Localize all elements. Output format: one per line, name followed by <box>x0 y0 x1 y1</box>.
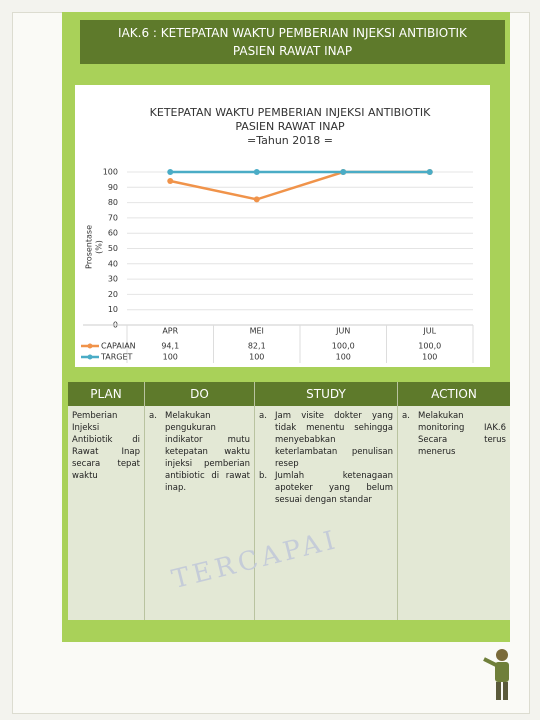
value-label: 100 <box>163 353 178 362</box>
plan-text: Pemberian Injeksi Antibiotik di Rawat In… <box>68 406 144 620</box>
y-axis-label: Prosentase <box>85 225 94 269</box>
value-label: 100,0 <box>418 342 441 351</box>
action-column: ACTION a. Melakukan monitoring IAK.6 Seca… <box>398 382 510 620</box>
study-list: a. Jam visite dokter yang tidak menentu s… <box>255 406 397 620</box>
point <box>167 178 174 185</box>
point <box>426 169 433 175</box>
y-tick-label: 20 <box>108 290 118 299</box>
value-label: 82,1 <box>248 342 266 351</box>
value-label: 100 <box>336 353 351 362</box>
chart-box: KETEPATAN WAKTU PEMBERIAN INJEKSI ANTIBI… <box>75 85 490 367</box>
pdsa-table: PLAN Pemberian Injeksi Antibiotik di Raw… <box>68 382 510 620</box>
y-tick-label: 70 <box>108 213 118 222</box>
chart: KETEPATAN WAKTU PEMBERIAN INJEKSI ANTIBI… <box>81 106 474 363</box>
list-marker: b. <box>259 471 268 481</box>
chart-title: PASIEN RAWAT INAP <box>235 120 345 133</box>
list-item: b. Jumlah ketenagaan apoteker yang belum … <box>259 470 393 506</box>
y-tick-label: 100 <box>103 168 118 177</box>
x-tick-label: APR <box>162 327 178 336</box>
list-text: Melakukan monitoring IAK.6 Secara terus … <box>418 411 506 457</box>
list-text: Jam visite dokter yang tidak menentu seh… <box>275 411 393 469</box>
legend-marker <box>87 343 93 349</box>
plan-column: PLAN Pemberian Injeksi Antibiotik di Raw… <box>68 382 145 620</box>
figure-icon <box>483 649 509 700</box>
study-column: STUDY a. Jam visite dokter yang tidak men… <box>255 382 398 620</box>
do-list: a. Melakukan pengukuran indikator mutu ke… <box>145 406 254 620</box>
plan-text: Pemberian Injeksi Antibiotik di Rawat In… <box>72 411 140 481</box>
list-text: Jumlah ketenagaan apoteker yang belum se… <box>275 471 393 505</box>
value-label: 100,0 <box>332 342 355 351</box>
x-tick-label: MEI <box>250 327 264 336</box>
value-label: 100 <box>249 353 264 362</box>
y-tick-label: 40 <box>108 259 118 268</box>
chart-title: =Tahun 2018 = <box>247 134 333 147</box>
column-header: PLAN <box>68 382 144 406</box>
legend-marker <box>87 354 93 360</box>
legend-label: CAPAIAN <box>101 342 136 351</box>
column-header: STUDY <box>255 382 397 406</box>
point <box>340 169 347 175</box>
list-text: Melakukan pengukuran indikator mutu kete… <box>165 411 250 493</box>
header: IAK.6 : KETEPATAN WAKTU PEMBERIAN INJEKS… <box>80 20 505 64</box>
header-title: IAK.6 : KETEPATAN WAKTU PEMBERIAN INJEKS… <box>118 26 467 40</box>
header-title: PASIEN RAWAT INAP <box>232 44 353 58</box>
list-item: a. Melakukan monitoring IAK.6 Secara teru… <box>402 410 506 458</box>
list-item: a. Melakukan pengukuran indikator mutu ke… <box>149 410 250 494</box>
list-marker: a. <box>259 411 267 421</box>
x-tick-label: JUL <box>422 327 436 336</box>
point <box>253 169 260 175</box>
y-tick-label: 90 <box>108 183 118 192</box>
legend-label: TARGET <box>100 353 133 362</box>
value-label: 94,1 <box>161 342 179 351</box>
y-tick-label: 50 <box>108 244 118 253</box>
value-label: 100 <box>422 353 437 362</box>
action-list: a. Melakukan monitoring IAK.6 Secara teru… <box>398 406 510 620</box>
y-tick-label: 60 <box>108 229 118 238</box>
y-tick-label: 10 <box>108 305 118 314</box>
point <box>167 169 174 175</box>
do-column: DO a. Melakukan pengukuran indikator mutu… <box>145 382 255 620</box>
list-marker: a. <box>402 411 410 421</box>
point <box>253 196 260 203</box>
column-header: ACTION <box>398 382 510 406</box>
series-line <box>169 170 430 201</box>
y-axis-label: Prosentase (%) <box>85 225 104 269</box>
y-tick-label: 80 <box>108 198 118 207</box>
chart-title: KETEPATAN WAKTU PEMBERIAN INJEKSI ANTIBI… <box>150 106 431 119</box>
y-tick-label: 30 <box>108 275 118 284</box>
column-header: DO <box>145 382 254 406</box>
y-axis-label: (%) <box>95 240 104 254</box>
list-item: a. Jam visite dokter yang tidak menentu s… <box>259 410 393 470</box>
x-tick-label: JUN <box>335 327 350 336</box>
list-marker: a. <box>149 411 157 421</box>
